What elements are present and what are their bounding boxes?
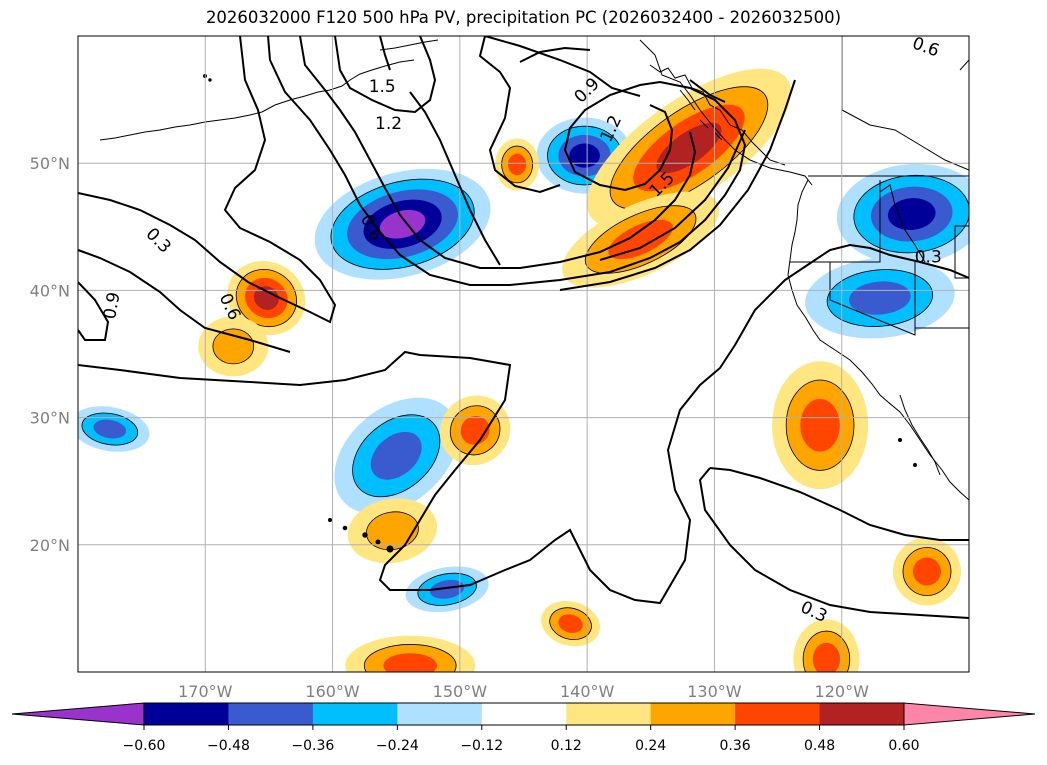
pv-contour-label: 0.9	[100, 291, 124, 321]
precip-shade-pos_036	[383, 653, 438, 672]
colorbar-segment	[481, 703, 567, 725]
precip-shade-pos_036	[608, 219, 673, 260]
aleutian-islands	[99, 39, 917, 553]
lon-tick-label: 140°W	[560, 682, 615, 701]
precip-feature-positive	[345, 635, 476, 672]
lon-tick-label: 150°W	[433, 682, 488, 701]
pv-contour-label: 0.3	[915, 247, 942, 267]
lon-tick-label: 130°W	[687, 682, 742, 701]
colorbar-segment	[312, 703, 398, 725]
precip-feature-positive	[793, 619, 860, 672]
precip-shade-neg_048	[93, 419, 127, 439]
precip-shade-neg_048	[370, 431, 422, 480]
lat-tick-label: 30°N	[30, 409, 70, 428]
colorbar-tick-label: −0.24	[376, 738, 419, 754]
map-title: 2026032000 F120 500 hPa PV, precipitatio…	[205, 8, 842, 27]
pv-contours	[78, 36, 969, 619]
precip-feature-positive	[772, 361, 869, 490]
precip-feature-negative	[314, 168, 491, 280]
colorbar-tick-label: 0.48	[804, 738, 835, 754]
colorbar-tick-label: −0.48	[207, 738, 250, 754]
plot-frame	[77, 35, 970, 673]
lat-tick-label: 50°N	[30, 154, 70, 173]
colorbar-extend-low	[11, 702, 145, 726]
precip-feature-positive	[495, 138, 540, 191]
colorbar-frame	[143, 702, 905, 726]
colorbar-segment	[228, 703, 314, 725]
precip-shade-neg_060	[569, 143, 600, 168]
colorbar-segment	[397, 703, 483, 725]
lat-tick-label: 20°N	[30, 536, 70, 555]
precip-feature-positive	[227, 260, 306, 336]
precip-shade-neg_048	[430, 579, 465, 599]
colorbar-segment	[735, 703, 821, 725]
colorbar-segment	[650, 703, 736, 725]
precip-shade-pos_036	[912, 557, 941, 586]
coastlines	[639, 36, 969, 501]
precip-shade-pos_036	[800, 398, 840, 452]
graticule	[78, 36, 969, 672]
colorbar-tick-label: −0.36	[291, 738, 334, 754]
colorbar-tick-label: 0.60	[888, 738, 919, 754]
precip-feature-negative	[405, 566, 489, 613]
precip-shade-pos_036	[508, 153, 527, 176]
precip-feature-negative	[836, 163, 969, 265]
precip-feature-positive	[198, 316, 269, 377]
colorbar-segment	[819, 703, 905, 725]
colorbar-tick-label: −0.60	[123, 738, 166, 754]
colorbar-segment	[144, 703, 229, 725]
precip-shade-pos_048	[656, 122, 722, 174]
precip-feature-positive	[541, 601, 601, 647]
axis-ticks: 170°W 160°W 150°W 140°W 130°W 120°W 20°N 30°N 40…	[30, 154, 869, 701]
precip-shade-pos_048	[253, 286, 279, 310]
precip-shade-neg_060	[887, 198, 936, 231]
lon-tick-label: 160°W	[305, 682, 360, 701]
precip-shade-pos_024	[212, 328, 255, 365]
lon-tick-label: 120°W	[815, 682, 870, 701]
pv-contour-label: 1.2	[375, 114, 402, 134]
colorbar-tick-label: 0.24	[635, 738, 666, 754]
lat-tick-label: 40°N	[30, 281, 70, 300]
colorbar-tick-label: 0.12	[551, 738, 582, 754]
precip-shade-pos_036	[558, 614, 583, 634]
precip-feature-negative	[805, 257, 955, 339]
lon-tick-label: 170°W	[178, 682, 233, 701]
colorbar-tick-label: −0.12	[460, 738, 503, 754]
precip-shade-neg_048	[849, 281, 911, 315]
precip-shade-pos_036	[812, 642, 841, 672]
pv-contour-label: 1.5	[369, 77, 396, 97]
precip-feature-negative	[334, 397, 459, 514]
colorbar-extend-high	[903, 702, 1036, 726]
colorbar: −0.60 −0.48 −0.36 −0.24 −0.12 0.12 0.24 0.36 0.4…	[11, 702, 1036, 754]
colorbar-tick-label: 0.36	[720, 738, 751, 754]
precip-anomaly-fill	[78, 68, 969, 672]
colorbar-segment	[566, 703, 652, 725]
precip-feature-positive	[347, 498, 438, 564]
precip-feature-positive	[892, 537, 961, 606]
